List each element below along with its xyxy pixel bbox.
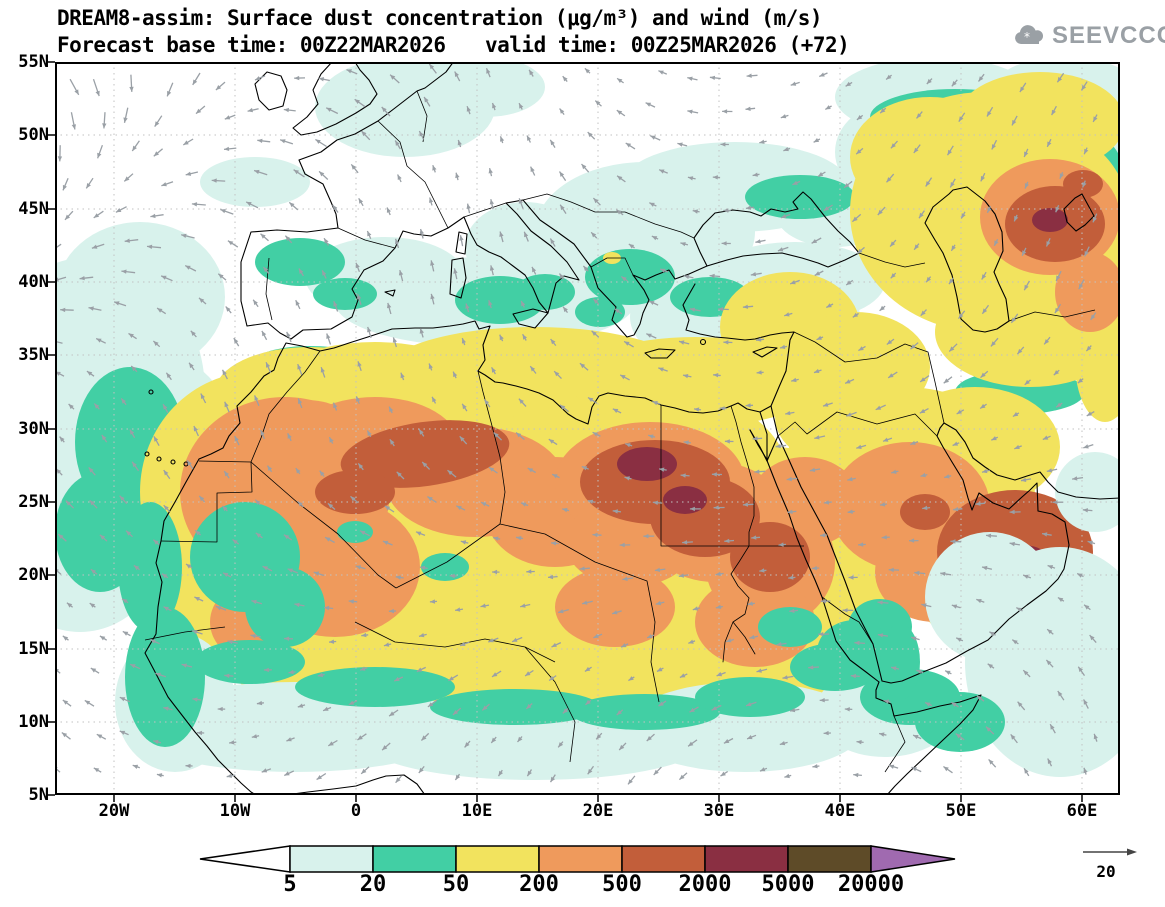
- legend-cell: [455, 845, 540, 873]
- x-tick-label: 40E: [824, 801, 856, 821]
- y-tick-label: 10N: [18, 712, 49, 732]
- legend-cell: [372, 845, 457, 873]
- y-tick-label: 5N: [28, 785, 49, 805]
- dust-layer-20-50-overlay: [118, 502, 1005, 752]
- seevccc-logo: * SEEVCCC: [1012, 22, 1165, 50]
- y-tick-label: 15N: [18, 639, 49, 659]
- legend-value-label: 2000: [678, 872, 732, 897]
- x-tick-label: 60E: [1066, 801, 1098, 821]
- cloud-icon: *: [1015, 25, 1044, 44]
- legend-value-label: 20000: [837, 872, 905, 897]
- legend-value-label: 500: [602, 872, 642, 897]
- legend-cell: [704, 845, 789, 873]
- legend-value-label: 5000: [761, 872, 815, 897]
- wind-reference-value: 20: [1096, 862, 1116, 881]
- y-tick-label: 40N: [18, 272, 49, 292]
- x-tick-label: 0: [350, 801, 362, 821]
- y-tick-label: 45N: [18, 199, 49, 219]
- legend-cell: [289, 845, 374, 873]
- svg-text:*: *: [1024, 30, 1030, 44]
- valid-time: valid time: 00Z25MAR2026 (+72): [485, 33, 850, 57]
- map-frame: [55, 62, 1120, 795]
- map-title: DREAM8-assim: Surface dust concentration…: [57, 6, 823, 30]
- legend-arrow-right: [870, 845, 956, 873]
- wind-vector-layer: [55, 63, 1098, 785]
- legend-value-label: 50: [442, 872, 470, 897]
- x-tick-label: 30E: [703, 801, 735, 821]
- colorbar-legend: [150, 840, 1030, 880]
- y-tick-label: 50N: [18, 125, 49, 145]
- y-tick-label: 30N: [18, 419, 49, 439]
- legend-cell: [787, 845, 872, 873]
- wind-reference-arrow: [1083, 848, 1137, 856]
- legend-value-label: 5: [283, 872, 297, 897]
- y-tick-label: 35N: [18, 345, 49, 365]
- country-borders-layer: [144, 90, 1096, 773]
- y-tick-label: 20N: [18, 565, 49, 585]
- x-tick-label: 20E: [582, 801, 614, 821]
- x-tick-label: 20W: [98, 801, 130, 821]
- map-canvas: [48, 61, 1120, 802]
- legend-value-label: 200: [519, 872, 559, 897]
- legend-cell: [621, 845, 706, 873]
- coastline-layer: [144, 62, 1120, 795]
- y-tick-label: 55N: [18, 52, 49, 72]
- legend-cell: [538, 845, 623, 873]
- legend-arrow-left: [199, 845, 291, 873]
- x-tick-label: 10E: [461, 801, 493, 821]
- y-tick-label: 25N: [18, 492, 49, 512]
- x-tick-label: 10W: [219, 801, 251, 821]
- graticule-layer: [55, 62, 1120, 795]
- legend-value-label: 20: [359, 872, 387, 897]
- forecast-base-time: Forecast base time: 00Z22MAR2026: [57, 33, 446, 57]
- logo-text: SEEVCCC: [1052, 22, 1165, 49]
- axis-ticks: [48, 61, 1083, 802]
- x-tick-label: 50E: [945, 801, 977, 821]
